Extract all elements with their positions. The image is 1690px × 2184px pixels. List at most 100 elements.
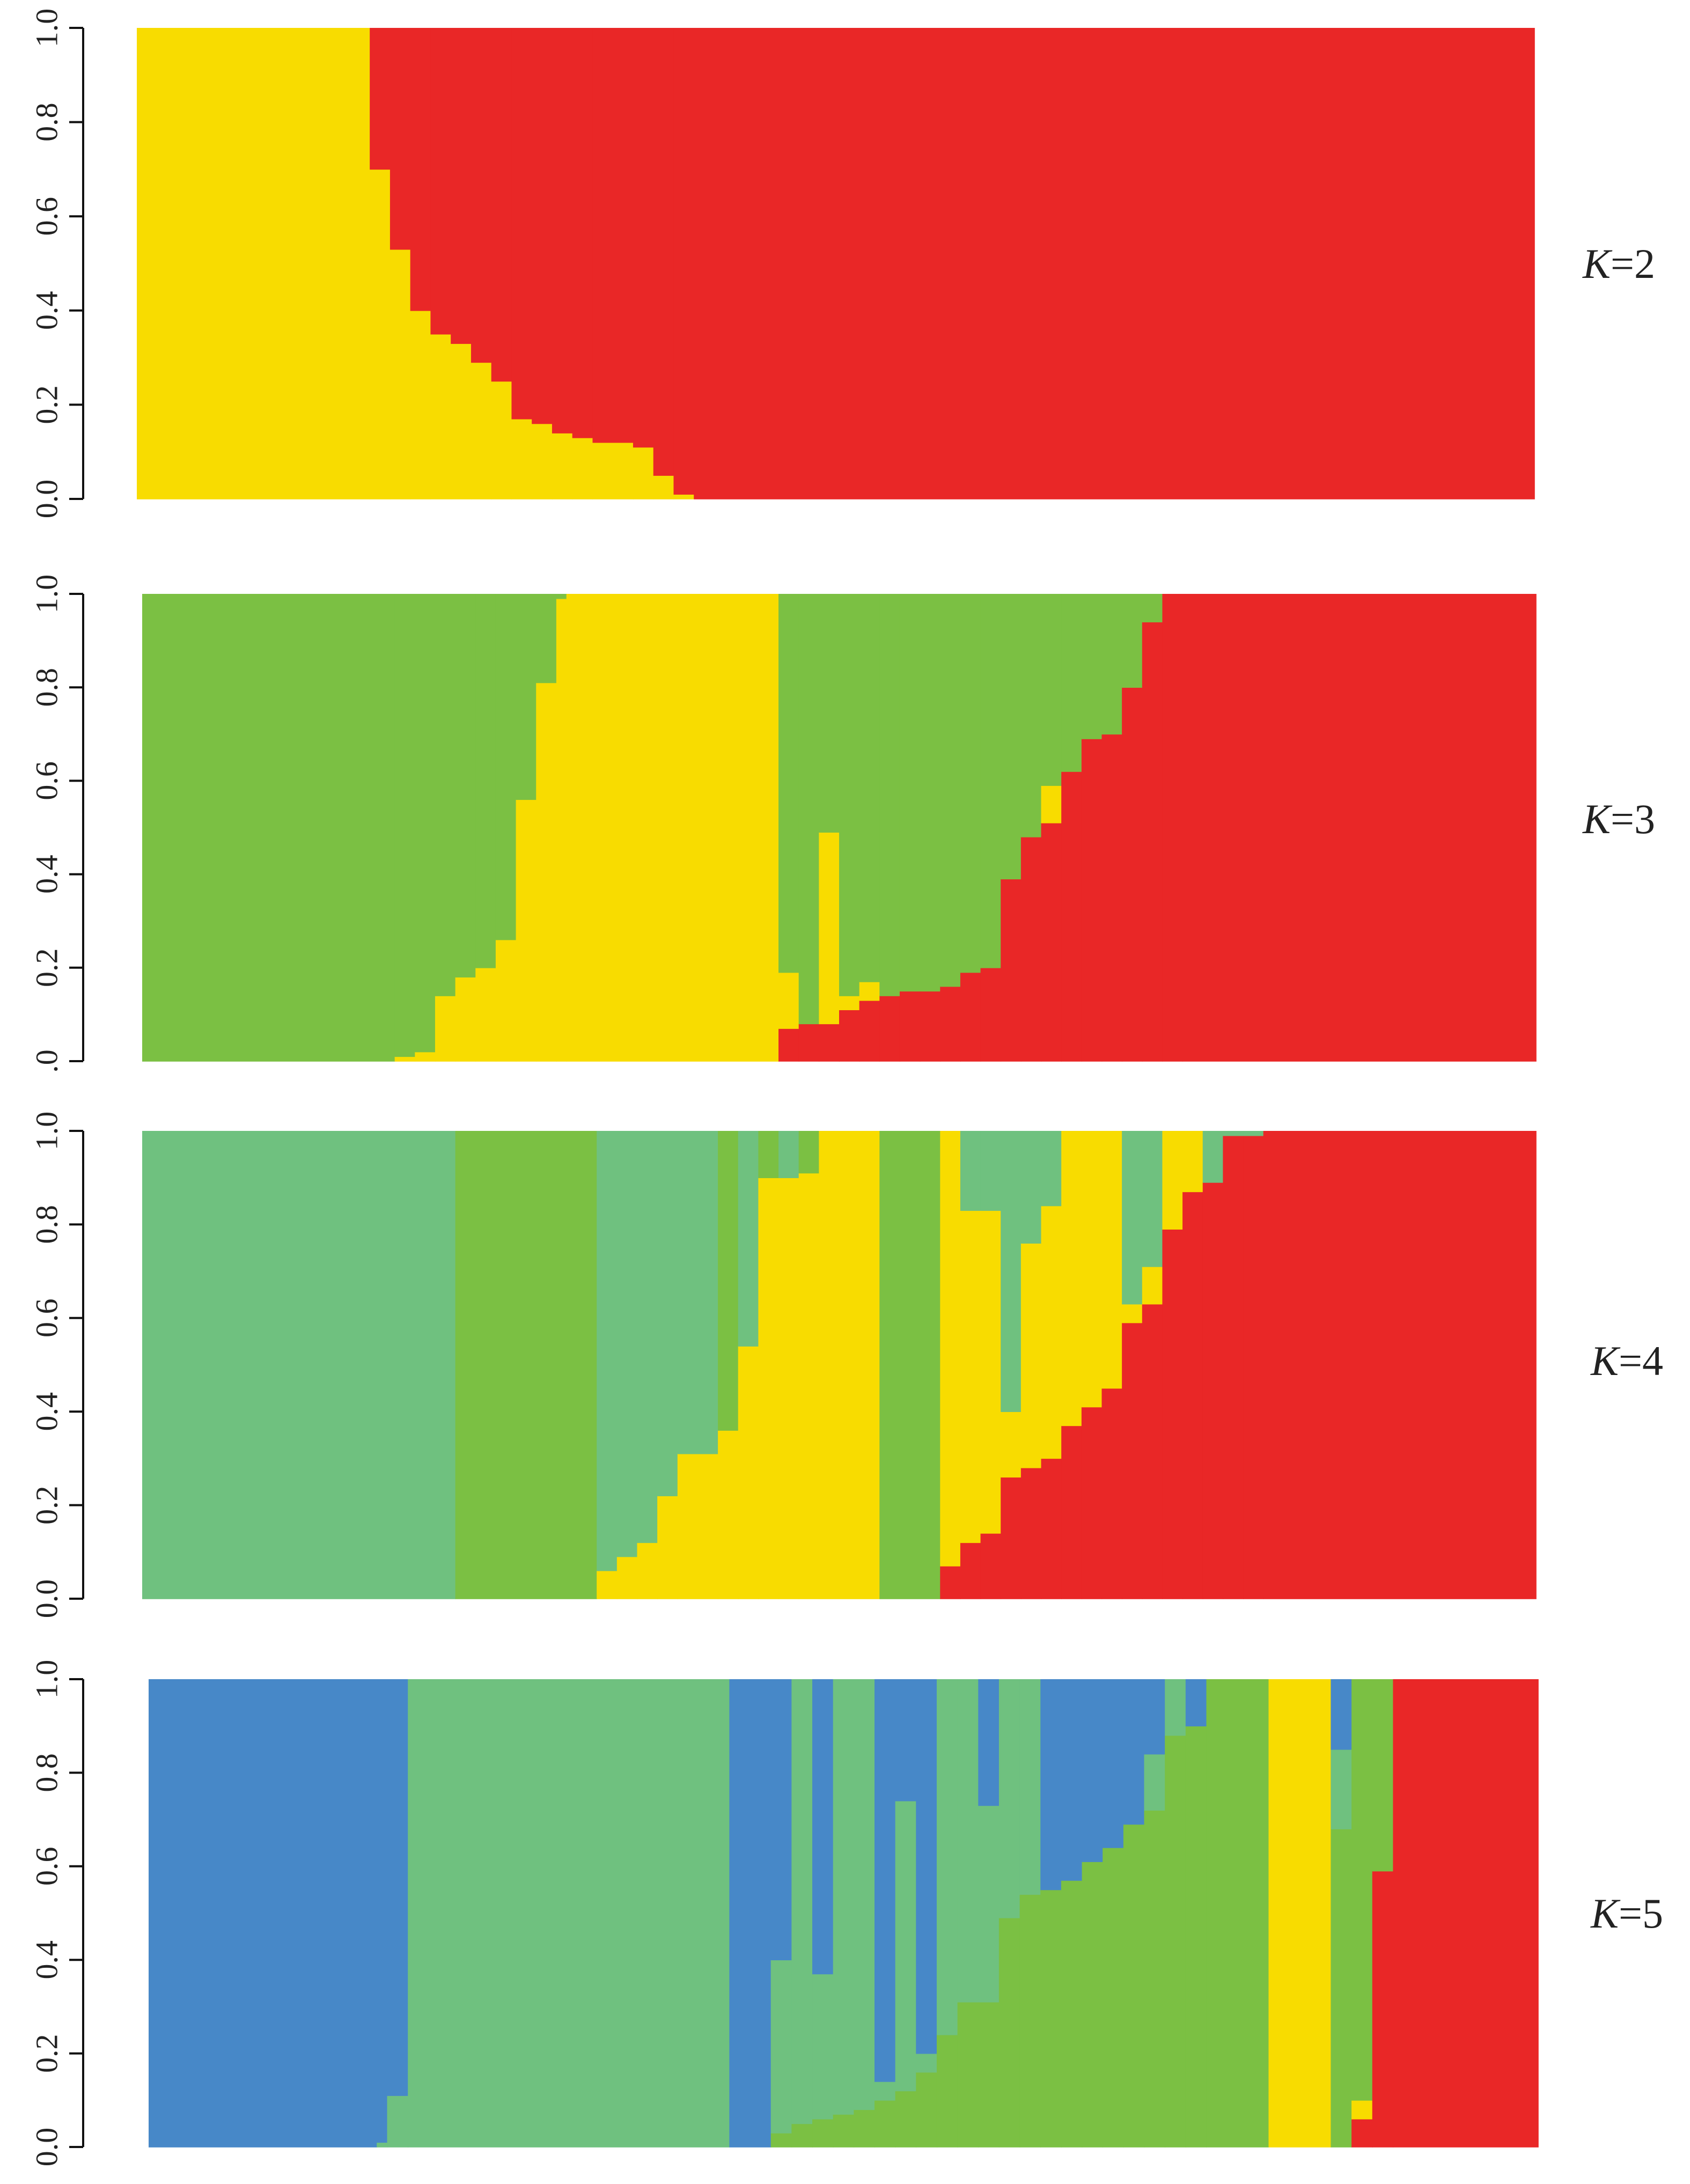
bar-segment-red [1372,1871,1394,2148]
bar-segment-teal [1020,1131,1042,1244]
bar-segment-red [1162,1229,1183,1599]
bar-segment-red [511,28,532,420]
bar-segment-red [1162,594,1183,1062]
bar-segment-yellow [556,598,567,1062]
bar-segment-green [1372,1679,1394,1872]
bar-segment-green [1101,594,1122,735]
bar-segment-yellow [1162,1131,1183,1230]
bar-segment-teal [1041,1131,1062,1207]
bar-segment-yellow [657,1496,678,1599]
bar-segment-teal [812,1974,834,2120]
bar-segment-yellow [435,996,456,1062]
bar-segment-red [960,1542,981,1599]
bar-segment-green [1185,1726,1207,2148]
bar-segment-teal [874,2081,896,2101]
bar-segment-green [791,2123,813,2148]
bar-segment-yellow [1122,1304,1143,1323]
bar-segment-yellow [415,1051,436,1062]
bar-segment-yellow [637,1542,658,1599]
bar-segment-red [859,1000,880,1062]
bar-segment-blue [874,1679,896,2082]
bar-segment-red [1351,2119,1373,2148]
bar-segment-green [839,594,860,996]
bar-segment-green [495,594,517,940]
bar-segment-yellow [738,1346,759,1599]
bar-segment-blue [1123,1679,1145,1825]
bar-segment-teal [791,1679,813,2124]
bar-segment-yellow [758,1178,779,1599]
bar-segment-red [370,28,391,170]
y-tick-label: 0.2 [29,2034,64,2073]
bar-segment-teal [960,1131,981,1211]
bar-segment-yellow [532,423,553,499]
bar-segment-red [1182,1192,1203,1599]
y-tick-label: 0.6 [29,761,64,800]
y-tick-label: .0 [29,1049,64,1073]
bar-segment-green [874,2100,896,2148]
bar-segment-green [536,594,557,683]
y-tick-label: 0.6 [29,1847,64,1886]
bar-segment-blue [770,1679,792,1960]
bar-segment-green [854,2109,875,2148]
bar-segment-green [1061,1880,1083,2148]
y-tick-label: 0.2 [29,948,64,988]
bar-segment-yellow [592,442,634,499]
y-tick-label: 1.0 [29,1660,64,1699]
bar-segment-teal [1165,1679,1186,1736]
bar-segment-yellow [798,1173,820,1599]
bar-segment-green [778,594,799,973]
bar-segment-yellow [778,972,799,1029]
bar-segment-teal [957,1679,979,2003]
bar-segment-red [980,1533,1002,1599]
bar-segment-yellow [536,682,557,1062]
bar-segment-green [1040,1889,1062,2148]
bar-segment-red [1101,1388,1122,1599]
bar-segment-yellow [673,494,695,499]
bar-segment-blue [1103,1679,1124,1848]
bar-segment-yellow [410,310,431,499]
bar-segment-yellow [1001,1411,1022,1478]
bar-segment-teal [1223,1131,1244,1136]
bar-segment-yellow [980,1210,1002,1534]
y-tick-label: 1.0 [29,1112,64,1151]
bar-segment-green [1061,594,1082,772]
bar-segment-green [1103,1847,1124,2148]
bar-segment-teal [377,2142,388,2148]
bar-segment-red [1122,1322,1143,1599]
y-tick-label: 0.4 [29,1392,64,1431]
bar-segment-teal [770,1960,792,2134]
bar-segment-red [980,967,1002,1062]
bar-segment-yellow [1351,2100,1373,2120]
bar-segment-red [1001,879,1022,1062]
bar-segment-teal [833,1679,855,2115]
bar-segment-red [1243,1135,1264,1599]
bar-segment-green [455,1131,597,1599]
bar-segment-green [475,594,496,968]
y-tick-label: 0.8 [29,1753,64,1792]
bar-segment-red [653,28,674,476]
bar-segment-green [516,594,537,800]
bar-segment-green [916,2072,937,2148]
bar-segment-red [1202,1182,1224,1599]
bar-segment-green [556,594,567,599]
panel-k5: 0.0 0.2 0.4 0.6 0.8 1.0 K=5 [29,1660,1663,2167]
bar-segment-blue [895,1679,917,1801]
bar-segment-green [899,594,921,992]
bar-segment-yellow [491,381,512,499]
bar-segment-yellow [940,1131,961,1567]
bar-segment-green [142,594,395,1062]
y-tick-label: 0.0 [29,1579,64,1619]
bar-segment-red [451,28,472,344]
bar-segment-yellow [1041,785,1062,823]
bar-segment-red [430,28,451,335]
bar-segment-yellow [1268,1679,1332,2148]
bar-segment-teal [1243,1131,1264,1136]
k-label: K=5 [1590,1890,1663,1937]
bar-segment-green [1206,1679,1269,2148]
bar-segment-green [879,1131,941,1599]
bar-segment-green [1351,1679,1373,2101]
bar-segment-red [1142,1304,1163,1599]
y-tick-label: 0.0 [29,2128,64,2167]
panel-k3: .0 0.2 0.4 0.6 0.8 1.0 K=3 [29,575,1655,1073]
